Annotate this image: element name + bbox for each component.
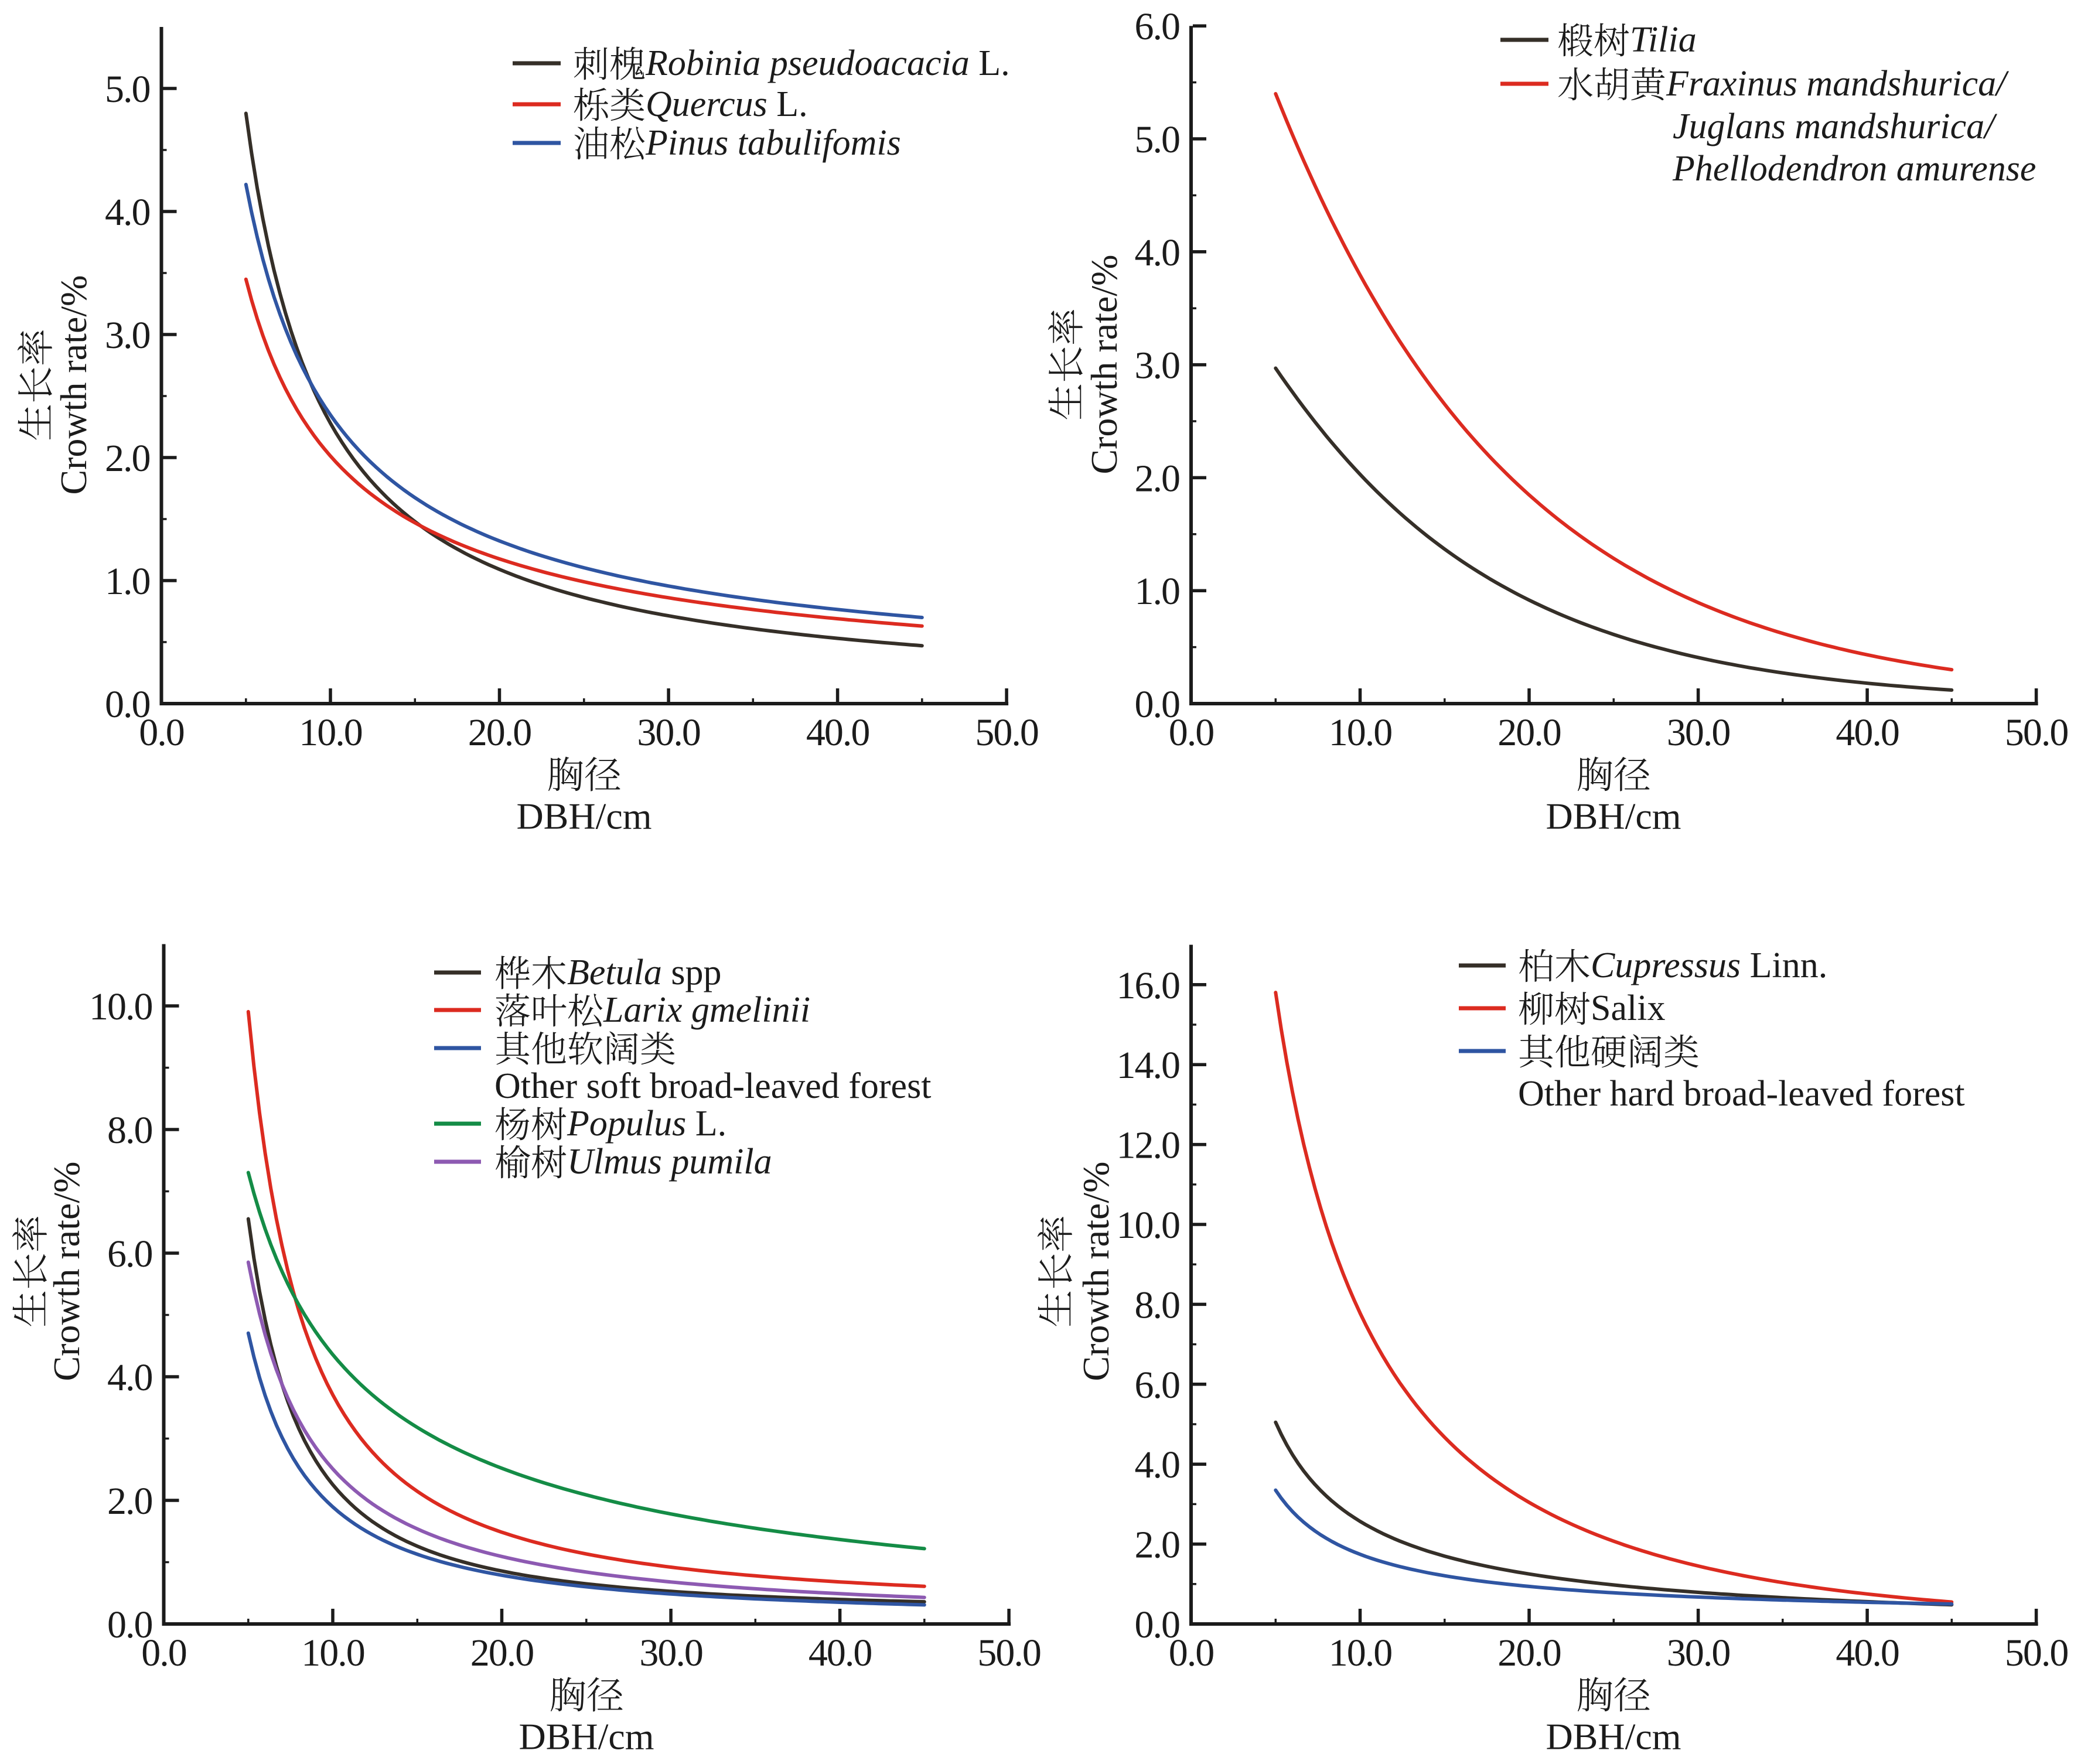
svg-text:Larix gmelinii: Larix gmelinii: [603, 990, 810, 1030]
svg-text:Juglans mandshurica/: Juglans mandshurica/: [1673, 107, 1997, 146]
svg-text:3.0: 3.0: [1135, 344, 1180, 387]
svg-text:0.0: 0.0: [1169, 1632, 1214, 1674]
svg-text:Populus L.: Populus L.: [567, 1104, 726, 1144]
svg-text:10.0: 10.0: [1329, 1632, 1392, 1674]
svg-text:DBH/cm: DBH/cm: [1546, 796, 1681, 837]
svg-text:30.0: 30.0: [637, 711, 700, 754]
svg-text:8.0: 8.0: [1135, 1284, 1180, 1326]
svg-text:8.0: 8.0: [107, 1109, 152, 1152]
svg-text:Crowth rate/%: Crowth rate/%: [1075, 1162, 1117, 1381]
svg-text:0.0: 0.0: [107, 1603, 152, 1646]
svg-text:2.0: 2.0: [1135, 1524, 1180, 1567]
svg-text:20.0: 20.0: [468, 711, 531, 754]
svg-text:Cupressus Linn.: Cupressus Linn.: [1591, 946, 1827, 985]
svg-text:10.0: 10.0: [299, 711, 362, 754]
svg-text:10.0: 10.0: [89, 985, 152, 1028]
svg-text:DBH/cm: DBH/cm: [516, 796, 651, 837]
svg-text:10.0: 10.0: [1117, 1204, 1180, 1247]
svg-text:1.0: 1.0: [1135, 570, 1180, 613]
svg-text:DBH/cm: DBH/cm: [1546, 1716, 1681, 1758]
svg-text:30.0: 30.0: [1667, 711, 1730, 754]
svg-text:6.0: 6.0: [1135, 5, 1180, 48]
svg-text:40.0: 40.0: [1836, 711, 1899, 754]
svg-text:Crowth rate/%: Crowth rate/%: [1083, 255, 1125, 475]
svg-text:Crowth rate/%: Crowth rate/%: [53, 275, 94, 495]
svg-text:Salix: Salix: [1591, 988, 1665, 1028]
svg-text:2.0: 2.0: [105, 437, 150, 480]
svg-text:2.0: 2.0: [107, 1480, 152, 1523]
svg-text:0.0: 0.0: [1169, 711, 1214, 754]
svg-text:30.0: 30.0: [1667, 1632, 1730, 1674]
svg-text:14.0: 14.0: [1117, 1044, 1180, 1087]
svg-text:Fraxinus mandshurica/: Fraxinus mandshurica/: [1666, 64, 2009, 104]
svg-text:40.0: 40.0: [806, 711, 869, 754]
svg-text:1.0: 1.0: [105, 560, 150, 603]
svg-text:Crowth rate/%: Crowth rate/%: [46, 1162, 87, 1381]
svg-text:Phellodendron amurense: Phellodendron amurense: [1672, 149, 2036, 189]
svg-text:50.0: 50.0: [977, 1632, 1041, 1674]
svg-text:4.0: 4.0: [1135, 1444, 1180, 1486]
svg-text:0.0: 0.0: [139, 711, 184, 754]
svg-text:6.0: 6.0: [107, 1233, 152, 1275]
svg-text:2.0: 2.0: [1135, 457, 1180, 500]
svg-text:Betula spp: Betula spp: [567, 953, 721, 992]
svg-text:10.0: 10.0: [1329, 711, 1392, 754]
svg-text:50.0: 50.0: [2005, 1632, 2068, 1674]
svg-text:50.0: 50.0: [975, 711, 1038, 754]
svg-text:0.0: 0.0: [141, 1632, 186, 1674]
svg-text:0.0: 0.0: [1135, 1603, 1180, 1646]
svg-text:20.0: 20.0: [1497, 711, 1561, 754]
svg-text:Ulmus pumila: Ulmus pumila: [567, 1142, 772, 1182]
svg-text:20.0: 20.0: [1497, 1632, 1561, 1674]
svg-text:0.0: 0.0: [1135, 683, 1180, 726]
svg-text:30.0: 30.0: [639, 1632, 702, 1674]
svg-text:Other soft broad-leaved forest: Other soft broad-leaved forest: [494, 1066, 931, 1106]
svg-text:16.0: 16.0: [1117, 964, 1180, 1007]
svg-text:Pinus tabulifomis: Pinus tabulifomis: [645, 123, 901, 163]
svg-text:Robinia pseudoacacia L.: Robinia pseudoacacia L.: [645, 43, 1010, 83]
svg-text:40.0: 40.0: [809, 1632, 872, 1674]
svg-text:5.0: 5.0: [1135, 118, 1180, 161]
svg-text:Tilia: Tilia: [1630, 20, 1697, 60]
svg-text:Other hard broad-leaved forest: Other hard broad-leaved forest: [1518, 1074, 1965, 1114]
svg-text:4.0: 4.0: [1135, 231, 1180, 274]
svg-text:20.0: 20.0: [470, 1632, 534, 1674]
svg-text:Quercus L.: Quercus L.: [646, 84, 808, 124]
svg-text:50.0: 50.0: [2005, 711, 2068, 754]
svg-text:0.0: 0.0: [105, 683, 150, 726]
svg-text:10.0: 10.0: [301, 1632, 364, 1674]
svg-text:6.0: 6.0: [1135, 1364, 1180, 1407]
svg-text:40.0: 40.0: [1836, 1632, 1899, 1674]
svg-text:4.0: 4.0: [105, 191, 150, 234]
svg-text:12.0: 12.0: [1117, 1124, 1180, 1167]
svg-text:DBH/cm: DBH/cm: [518, 1716, 654, 1758]
svg-text:5.0: 5.0: [105, 68, 150, 111]
svg-text:4.0: 4.0: [107, 1356, 152, 1399]
svg-text:3.0: 3.0: [105, 314, 150, 357]
